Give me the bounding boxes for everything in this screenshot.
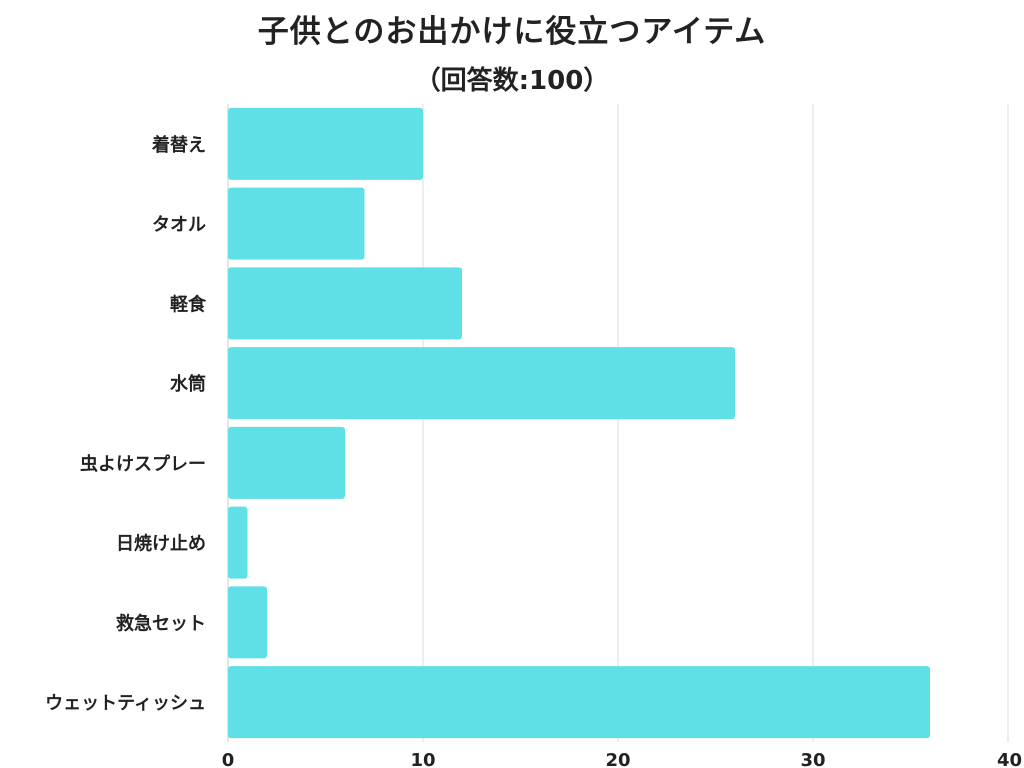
category-label-5: 虫よけスプレー [80,453,206,475]
x-tick-label-30: 30 [800,750,825,768]
bar-6 [228,506,248,579]
x-tick-label-40: 40 [997,750,1022,768]
x-tick-label-0: 0 [222,750,235,768]
chart-subtitle: （回答数:100） [414,66,610,96]
category-label-4: 水筒 [170,373,206,395]
x-tick-label-10: 10 [410,750,435,768]
bar-3 [228,267,462,340]
bar-2 [228,187,365,260]
bar-1 [228,107,423,180]
category-label-3: 軽食 [170,293,207,315]
bar-8 [228,666,930,739]
bar-7 [228,586,267,659]
bar-4 [228,347,735,420]
bar-5 [228,426,345,499]
category-label-2: タオル [152,215,206,236]
x-tick-label-20: 20 [605,750,630,768]
chart-title: 子供とのお出かけに役立つアイテム [257,14,767,50]
category-label-7: 救急セット [116,612,206,634]
category-label-1: 着替え [151,134,206,156]
category-label-6: 日焼け止め [116,533,206,555]
category-label-8: ウェットティッシュ [45,693,206,714]
